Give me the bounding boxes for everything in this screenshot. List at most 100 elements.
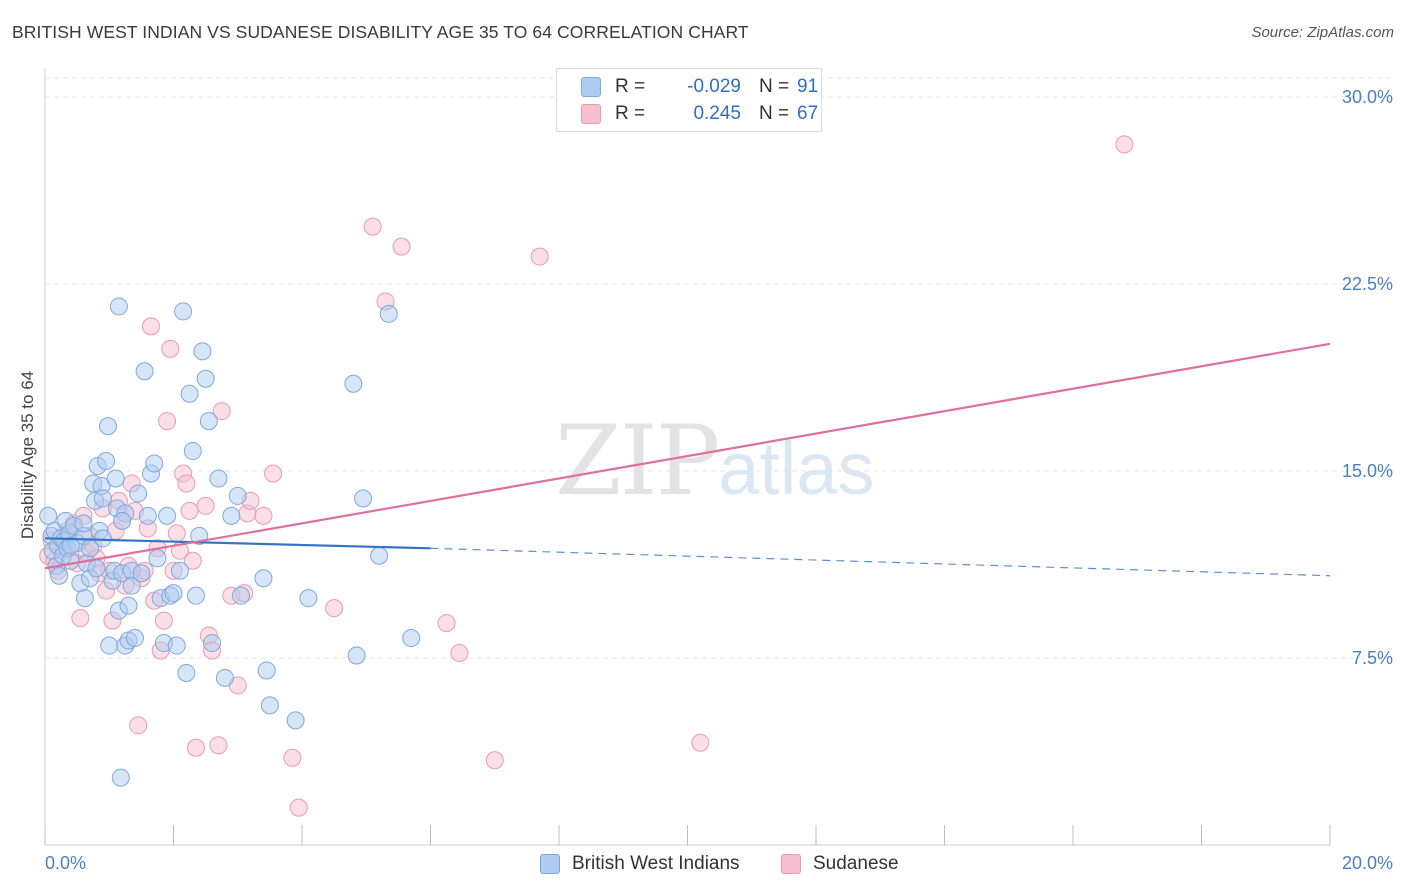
data-point-british-west-indians (113, 511, 132, 530)
trend-line-british-west-indians-extension (430, 547, 1331, 577)
data-point-sudanese (289, 798, 308, 817)
legend-swatch-pink (581, 104, 601, 124)
data-point-sudanese (183, 551, 202, 570)
legend-r-label: R = (615, 76, 646, 97)
data-point-sudanese (283, 748, 302, 767)
data-point-british-west-indians (193, 342, 212, 361)
data-point-sudanese (129, 716, 148, 735)
data-point-british-west-indians (145, 454, 164, 473)
trend-lines (44, 342, 1331, 577)
data-point-british-west-indians (209, 469, 228, 488)
data-point-british-west-indians (148, 549, 167, 568)
data-point-sudanese (196, 496, 215, 515)
watermark-atlas: atlas (718, 427, 875, 510)
data-point-british-west-indians (286, 711, 305, 730)
data-point-british-west-indians (167, 636, 186, 655)
data-point-british-west-indians (122, 576, 141, 595)
bottom-legend-label: Sudanese (813, 853, 899, 874)
data-point-british-west-indians (183, 442, 202, 461)
bottom-legend-swatch-blue (540, 854, 560, 874)
legend-n-label: N = (759, 76, 790, 97)
data-point-british-west-indians (93, 489, 112, 508)
data-point-british-west-indians (402, 629, 421, 648)
data-point-sudanese (186, 738, 205, 757)
data-point-sudanese (154, 611, 173, 630)
data-point-sudanese (325, 599, 344, 618)
data-point-british-west-indians (370, 546, 389, 565)
x-tick-label-min: 0.0% (45, 853, 86, 873)
data-point-british-west-indians (186, 586, 205, 605)
legend-r-value: -0.029 (687, 76, 741, 97)
data-point-british-west-indians (125, 629, 144, 648)
data-point-british-west-indians (170, 561, 189, 580)
data-point-british-west-indians (203, 634, 222, 653)
legend-n-value: 67 (797, 103, 819, 124)
data-point-british-west-indians (174, 302, 193, 321)
data-point-british-west-indians (98, 417, 117, 436)
data-point-british-west-indians (138, 506, 157, 525)
data-point-british-west-indians (75, 589, 94, 608)
data-point-british-west-indians (180, 384, 199, 403)
data-point-sudanese (212, 402, 231, 421)
data-point-british-west-indians (132, 564, 151, 583)
trend-line-sudanese (44, 342, 1331, 570)
source-label: Source: ZipAtlas.com (1251, 24, 1394, 41)
data-point-british-west-indians (100, 636, 119, 655)
data-point-british-west-indians (260, 696, 279, 715)
series-sudanese-points (39, 135, 1134, 817)
data-point-sudanese (254, 506, 273, 525)
data-point-british-west-indians (199, 412, 218, 431)
y-tick-label: 22.5% (1342, 274, 1393, 294)
data-point-sudanese (161, 339, 180, 358)
data-point-british-west-indians (228, 486, 247, 505)
data-point-british-west-indians (257, 661, 276, 680)
legend-n-value: 91 (797, 76, 819, 97)
data-point-sudanese (264, 464, 283, 483)
data-point-british-west-indians (215, 668, 234, 687)
tick-labels: 7.5% 15.0% 22.5% 30.0% 0.0% 20.0% (45, 87, 1393, 873)
data-point-sudanese (71, 609, 90, 628)
data-point-british-west-indians (39, 506, 58, 525)
data-point-british-west-indians (347, 646, 366, 665)
legend-swatch-blue (581, 77, 601, 97)
bottom-legend-label: British West Indians (572, 853, 740, 874)
data-point-british-west-indians (299, 589, 318, 608)
data-point-british-west-indians (158, 506, 177, 525)
chart-title: BRITISH WEST INDIAN VS SUDANESE DISABILI… (12, 22, 749, 42)
watermark-zip: ZIP (555, 405, 720, 517)
data-point-sudanese (437, 614, 456, 633)
data-point-sudanese (167, 524, 186, 543)
data-point-british-west-indians (354, 489, 373, 508)
legend-r-label: R = (615, 103, 646, 124)
data-point-sudanese (691, 733, 710, 752)
data-point-british-west-indians (109, 297, 128, 316)
data-point-british-west-indians (222, 506, 241, 525)
data-point-british-west-indians (87, 559, 106, 578)
y-axis-title: Disability Age 35 to 64 (18, 371, 37, 539)
data-point-british-west-indians (97, 452, 116, 471)
data-point-british-west-indians (254, 569, 273, 588)
data-point-british-west-indians (177, 663, 196, 682)
data-point-british-west-indians (129, 484, 148, 503)
data-point-british-west-indians (111, 768, 130, 787)
y-tick-label: 7.5% (1352, 648, 1393, 668)
axes (44, 68, 1331, 846)
watermark: ZIPatlas (555, 405, 875, 517)
data-point-british-west-indians (50, 566, 69, 585)
data-point-sudanese (142, 317, 161, 336)
y-tick-label: 15.0% (1342, 461, 1393, 481)
data-point-british-west-indians (119, 596, 138, 615)
data-point-sudanese (363, 217, 382, 236)
data-point-british-west-indians (61, 536, 80, 555)
y-tick-label: 30.0% (1342, 87, 1393, 107)
legend-r-value: 0.245 (693, 103, 741, 124)
data-point-british-west-indians (231, 586, 250, 605)
data-point-sudanese (177, 474, 196, 493)
data-point-british-west-indians (379, 304, 398, 323)
data-point-british-west-indians (344, 374, 363, 393)
legend-n-label: N = (759, 103, 790, 124)
data-point-sudanese (1115, 135, 1134, 154)
legend: R = -0.029 N = 91 R = 0.245 N = 67 (556, 68, 822, 132)
data-point-sudanese (209, 736, 228, 755)
